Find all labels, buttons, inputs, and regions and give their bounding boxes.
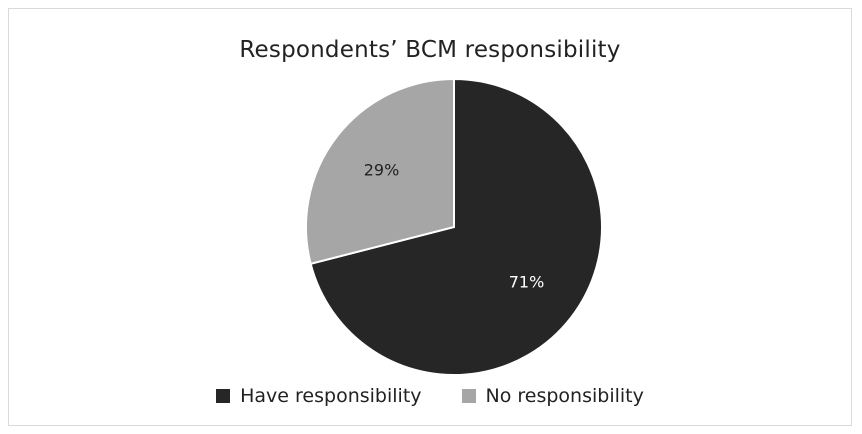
pie-slices — [305, 77, 603, 376]
legend: Have responsibility No responsibility — [9, 385, 851, 407]
legend-swatch-no-responsibility — [461, 389, 476, 403]
data-label-no-responsibility: 29% — [364, 160, 400, 179]
legend-swatch-have-responsibility — [216, 389, 231, 403]
pie-data-labels: 71% 29% — [364, 160, 545, 291]
legend-item-no-responsibility: No responsibility — [461, 385, 644, 407]
chart-title: Respondents’ BCM responsibility — [239, 37, 621, 63]
chart-frame: Respondents’ BCM responsibility 71% 29% H… — [8, 8, 852, 426]
pie-chart: 71% 29% — [305, 77, 603, 376]
pie-slice-have-responsibility — [309, 77, 603, 376]
legend-label-have-responsibility: Have responsibility — [240, 385, 422, 407]
legend-item-have-responsibility: Have responsibility — [216, 385, 422, 407]
legend-label-no-responsibility: No responsibility — [485, 385, 644, 407]
pie-slice-no-responsibility — [305, 77, 455, 266]
data-label-have-responsibility: 71% — [509, 273, 545, 292]
